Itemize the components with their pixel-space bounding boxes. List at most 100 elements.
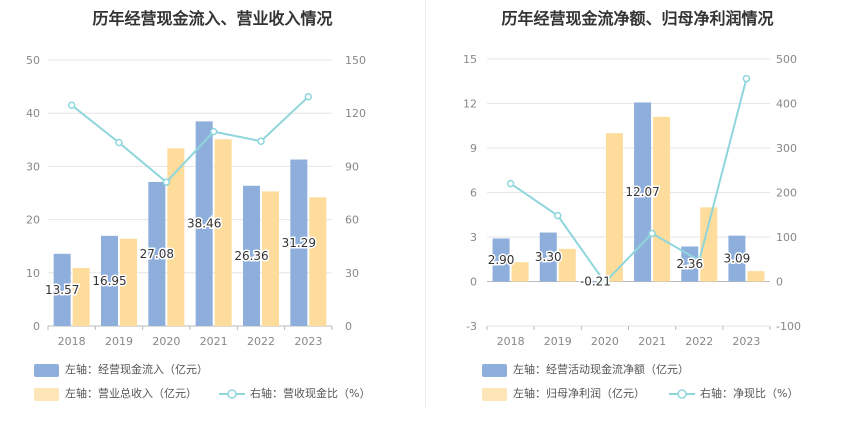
bar-primary bbox=[681, 246, 699, 282]
x-tick-label: 2019 bbox=[105, 335, 133, 348]
bar-secondary bbox=[558, 248, 576, 282]
y-left-tick-label: 6 bbox=[470, 187, 477, 200]
line-point bbox=[115, 138, 123, 147]
x-tick-label: 2022 bbox=[685, 335, 713, 348]
y-right-tick-label: 0 bbox=[345, 320, 352, 333]
legend-item[interactable]: 左轴：经营现金流入（亿元） bbox=[34, 361, 208, 377]
y-right-tick-label: 150 bbox=[345, 54, 366, 67]
bar-primary bbox=[290, 159, 308, 326]
y-right-tick-label: 60 bbox=[345, 214, 359, 227]
y-left-tick-label: 12 bbox=[463, 98, 477, 111]
bar-secondary bbox=[262, 191, 279, 326]
chart-plot: -3 0 3 6 9 12 15 -100 0 100 200 300 400 500 2018 2019 20… bbox=[463, 53, 801, 348]
x-tick-label: 2019 bbox=[544, 335, 572, 348]
x-tick-label: 2021 bbox=[200, 335, 228, 348]
legend-label: 左轴：经营活动现金流净额（亿元） bbox=[513, 363, 689, 376]
x-tick-label: 2020 bbox=[152, 335, 180, 348]
bar-secondary bbox=[72, 268, 90, 326]
line-point bbox=[554, 211, 562, 220]
line-point bbox=[742, 74, 751, 83]
x-tick-label: 2018 bbox=[497, 335, 525, 348]
data-label: 2.90 bbox=[488, 253, 515, 267]
legend-label: 右轴：净现比（%） bbox=[700, 387, 799, 400]
y-left-tick-label: -3 bbox=[466, 320, 477, 333]
bar-primary bbox=[634, 102, 652, 282]
bar-primary bbox=[53, 253, 71, 326]
bar-secondary bbox=[309, 197, 327, 326]
data-label: -0.21 bbox=[580, 275, 611, 289]
x-tick-label: 2018 bbox=[58, 335, 86, 348]
bar-secondary bbox=[120, 238, 137, 326]
y-right-tick-label: 0 bbox=[776, 276, 783, 289]
bar-secondary bbox=[511, 262, 529, 282]
legend-swatch bbox=[34, 363, 59, 377]
y-right-tick-label: 120 bbox=[345, 107, 366, 120]
line-point bbox=[162, 178, 171, 186]
x-tick-label: 2021 bbox=[638, 335, 666, 348]
data-label: 27.08 bbox=[140, 247, 174, 261]
y-left-tick-label: 50 bbox=[26, 54, 40, 67]
legend-item[interactable]: 右轴：营收现金比（%） bbox=[219, 385, 370, 401]
line-legend-icon bbox=[219, 389, 245, 399]
y-right-tick-label: 100 bbox=[776, 231, 797, 244]
data-label: 26.36 bbox=[234, 249, 268, 263]
bar-primary bbox=[148, 181, 166, 326]
chart-panel-left: 历年经营现金流入、营业收入情况 0 10 20 30 40 50 0 30 60 90 120 150… bbox=[26, 9, 370, 401]
chart-title: 历年经营现金流净额、归母净利润情况 bbox=[501, 9, 774, 28]
legend-item[interactable]: 左轴：归母净利润（亿元） bbox=[482, 385, 645, 401]
y-left-tick-label: 40 bbox=[26, 107, 40, 120]
y-left-tick-label: 0 bbox=[470, 276, 477, 289]
data-label: 2.36 bbox=[676, 257, 703, 271]
bar-secondary bbox=[747, 271, 765, 282]
y-left-tick-label: 15 bbox=[463, 53, 477, 66]
legend-item[interactable]: 右轴：净现比（%） bbox=[669, 385, 798, 401]
data-label: 13.57 bbox=[45, 283, 79, 297]
line-series bbox=[510, 78, 748, 284]
data-label: 12.07 bbox=[625, 185, 659, 199]
y-left-tick-label: 10 bbox=[26, 267, 40, 280]
data-label: 38.46 bbox=[187, 217, 221, 231]
x-tick-label: 2023 bbox=[294, 335, 322, 348]
legend-label: 左轴：营业总收入（亿元） bbox=[65, 387, 197, 400]
bar-primary bbox=[539, 232, 557, 282]
bar-primary bbox=[195, 121, 213, 327]
data-label: 16.95 bbox=[92, 274, 126, 288]
data-label: 31.29 bbox=[282, 236, 316, 250]
y-right-tick-label: 400 bbox=[776, 98, 797, 111]
y-right-tick-label: 500 bbox=[776, 53, 797, 66]
line-point bbox=[67, 101, 76, 109]
y-left-tick-label: 9 bbox=[470, 142, 477, 155]
y-right-tick-label: -100 bbox=[776, 320, 801, 333]
line-series bbox=[71, 95, 310, 184]
line-point bbox=[209, 127, 218, 136]
data-label: 3.30 bbox=[535, 250, 562, 264]
line-point bbox=[695, 256, 703, 265]
line-point bbox=[506, 179, 515, 188]
x-tick-label: 2023 bbox=[732, 335, 760, 348]
legend-item[interactable]: 左轴：经营活动现金流净额（亿元） bbox=[482, 361, 689, 377]
x-tick-label: 2022 bbox=[247, 335, 275, 348]
y-left-tick-label: 0 bbox=[33, 320, 40, 333]
chart-panel-right: 历年经营现金流净额、归母净利润情况 -3 0 3 6 9 12 15 -100 0 100 200 3… bbox=[425, 0, 850, 437]
line-point bbox=[601, 278, 609, 287]
legend-item[interactable]: 左轴：营业总收入（亿元） bbox=[34, 385, 197, 401]
line-point bbox=[304, 92, 313, 101]
legend-swatch bbox=[482, 387, 507, 401]
y-left-tick-label: 30 bbox=[26, 160, 40, 173]
legend-swatch bbox=[34, 387, 59, 401]
bar-secondary bbox=[700, 207, 718, 282]
bar-secondary bbox=[605, 133, 623, 282]
y-right-tick-label: 300 bbox=[776, 142, 797, 155]
bar-secondary bbox=[214, 139, 232, 326]
line-point bbox=[648, 229, 656, 238]
legend-label: 右轴：营收现金比（%） bbox=[250, 387, 371, 400]
y-right-tick-label: 90 bbox=[345, 160, 359, 173]
bar-primary bbox=[586, 281, 604, 285]
legend-label: 左轴：经营现金流入（亿元） bbox=[65, 363, 208, 376]
bar-primary bbox=[492, 238, 510, 282]
y-left-tick-label: 20 bbox=[26, 214, 40, 227]
y-right-tick-label: 30 bbox=[345, 267, 359, 280]
legend-swatch bbox=[482, 363, 507, 377]
y-left-tick-label: 3 bbox=[470, 231, 477, 244]
data-label: 3.09 bbox=[724, 252, 751, 266]
